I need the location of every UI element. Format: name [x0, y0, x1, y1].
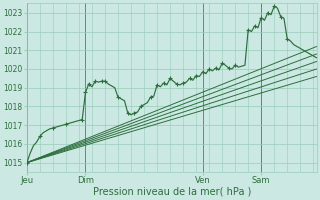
- X-axis label: Pression niveau de la mer( hPa ): Pression niveau de la mer( hPa ): [92, 187, 251, 197]
